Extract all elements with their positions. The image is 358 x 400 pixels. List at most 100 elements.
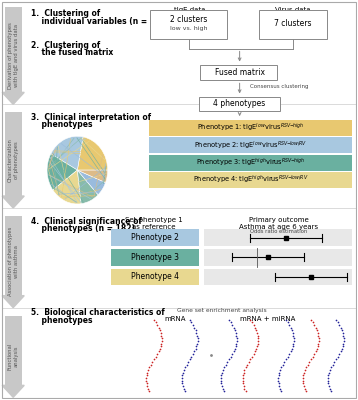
FancyBboxPatch shape: [204, 268, 352, 285]
Text: Phenotype 2: Phenotype 2: [131, 233, 179, 242]
Point: [219, 383, 225, 389]
FancyBboxPatch shape: [204, 249, 352, 266]
Point: [195, 335, 200, 341]
Point: [336, 351, 342, 357]
Point: [182, 388, 188, 394]
Point: [254, 330, 260, 336]
Text: phenotypes: phenotypes: [31, 316, 92, 324]
Point: [280, 362, 286, 368]
Point: [339, 346, 345, 352]
Point: [313, 324, 318, 331]
Point: [181, 386, 187, 392]
Point: [310, 319, 315, 326]
Point: [251, 351, 256, 357]
Point: [255, 335, 261, 341]
Text: phenotypes (n = 182): phenotypes (n = 182): [31, 224, 135, 233]
Point: [339, 327, 345, 334]
Point: [182, 364, 188, 371]
Point: [148, 362, 154, 368]
Point: [291, 335, 297, 341]
Point: [144, 383, 150, 389]
Point: [231, 348, 236, 355]
Point: [306, 359, 312, 365]
Point: [179, 375, 185, 381]
Point: [194, 330, 199, 336]
Point: [291, 340, 296, 347]
Point: [311, 322, 317, 328]
Point: [187, 316, 193, 323]
Point: [340, 340, 346, 347]
Text: the fused matrix: the fused matrix: [31, 48, 113, 57]
Text: 2 clusters: 2 clusters: [170, 15, 208, 24]
Text: low vs. high: low vs. high: [170, 26, 208, 31]
Text: Gene set enrichment analysis: Gene set enrichment analysis: [177, 308, 267, 314]
Text: Phenotype 1: tIgE$^{low}$virus$^{RSV\!\!-\!\!high}$: Phenotype 1: tIgE$^{low}$virus$^{RSV\!\!…: [197, 122, 304, 134]
Point: [240, 380, 246, 386]
Point: [249, 354, 255, 360]
Point: [283, 316, 289, 323]
Point: [144, 370, 150, 376]
Point: [308, 356, 314, 363]
FancyBboxPatch shape: [111, 268, 199, 285]
Text: individual variables (n = 1,016): individual variables (n = 1,016): [31, 17, 177, 26]
Point: [234, 338, 240, 344]
Text: Association of phenotypes
with asthma: Association of phenotypes with asthma: [8, 227, 19, 296]
FancyBboxPatch shape: [149, 172, 352, 188]
Point: [233, 332, 239, 339]
Point: [311, 351, 317, 357]
Point: [255, 338, 261, 344]
Point: [326, 383, 332, 389]
Point: [143, 378, 149, 384]
Point: [276, 370, 282, 376]
Point: [192, 348, 197, 355]
Point: [179, 372, 185, 378]
Point: [145, 367, 151, 373]
Point: [276, 372, 281, 378]
Point: [285, 319, 290, 326]
Point: [289, 327, 295, 334]
Point: [243, 388, 248, 394]
Text: Phenotype 3: Phenotype 3: [131, 253, 179, 262]
Point: [300, 378, 306, 384]
Point: [335, 319, 340, 326]
Point: [151, 356, 157, 363]
Text: 4 phenotypes: 4 phenotypes: [213, 100, 266, 108]
Point: [233, 340, 239, 347]
Point: [336, 322, 342, 328]
Point: [229, 322, 235, 328]
Point: [156, 348, 161, 355]
Point: [333, 356, 339, 363]
Point: [285, 354, 290, 360]
Point: [338, 324, 343, 331]
Point: [291, 338, 297, 344]
Point: [151, 316, 157, 323]
Point: [315, 343, 321, 349]
Text: Odds ratio estimation: Odds ratio estimation: [250, 229, 308, 234]
Point: [254, 343, 260, 349]
Point: [341, 338, 347, 344]
Text: phenotypes: phenotypes: [31, 120, 92, 129]
Point: [279, 364, 284, 371]
Text: 7 clusters: 7 clusters: [274, 18, 312, 28]
Point: [184, 362, 189, 368]
Point: [154, 351, 160, 357]
Point: [276, 380, 281, 386]
Point: [310, 354, 315, 360]
Point: [181, 367, 187, 373]
Wedge shape: [51, 136, 83, 170]
Point: [219, 372, 224, 378]
Point: [288, 324, 294, 331]
Point: [154, 322, 160, 328]
FancyBboxPatch shape: [259, 10, 327, 38]
FancyBboxPatch shape: [5, 112, 22, 196]
Point: [228, 354, 233, 360]
Point: [240, 378, 245, 384]
Point: [241, 383, 246, 389]
Point: [327, 367, 333, 373]
Point: [218, 375, 224, 381]
Point: [338, 348, 343, 355]
Text: 2.  Clustering of: 2. Clustering of: [31, 40, 100, 50]
Point: [159, 340, 164, 347]
Point: [188, 354, 194, 360]
Point: [185, 359, 191, 365]
